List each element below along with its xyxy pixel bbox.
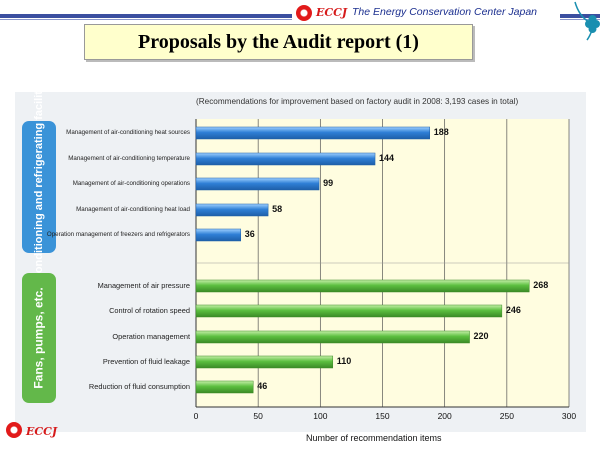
category-label: Prevention of fluid leakage — [102, 357, 190, 366]
bar-value-label: 144 — [379, 153, 395, 163]
bar-value-label: 246 — [505, 305, 521, 315]
header-logo-text: ECCJ — [316, 6, 348, 19]
category-label: Control of rotation speed — [109, 306, 190, 315]
group-label-fans-text: Fans, pumps, etc. — [32, 287, 47, 389]
page-title: Proposals by the Audit report (1) — [138, 31, 419, 53]
header-org-block: ECCJ — [292, 4, 560, 22]
clover-logo-icon — [574, 1, 600, 41]
footer-logo-icon — [6, 422, 22, 438]
x-axis-title: Number of recommendation items — [306, 433, 442, 443]
x-tick-label: 300 — [561, 411, 577, 421]
bar-value-label: 110 — [336, 356, 352, 366]
category-label: Management of air-conditioning heat sour… — [66, 129, 190, 136]
org-name: The Energy Conservation Center Japan — [352, 6, 538, 18]
x-tick-label: 150 — [375, 411, 390, 421]
bar-value-label: 99 — [323, 178, 334, 188]
category-label: Reduction of fluid consumption — [88, 382, 190, 391]
x-tick-label: 50 — [253, 411, 263, 421]
eccj-logo-icon — [296, 5, 312, 21]
x-tick-label: 100 — [313, 411, 328, 421]
chart-subtitle: (Recommendations for improvement based o… — [196, 97, 519, 106]
group-label-fans: Fans, pumps, etc. — [22, 273, 56, 403]
category-label: Management of air-conditioning operation… — [72, 180, 190, 187]
bar-value-label: 188 — [433, 127, 449, 137]
title-box: Proposals by the Audit report (1) — [84, 24, 473, 60]
bar-value-label: 58 — [272, 204, 283, 214]
category-label: Management of air-conditioning heat load — [76, 206, 190, 213]
x-tick-label: 200 — [437, 411, 452, 421]
category-label: Operation management of freezers and ref… — [46, 231, 190, 238]
category-label: Management of air-conditioning temperatu… — [68, 155, 190, 162]
bar-value-label: 36 — [244, 229, 255, 239]
footer-logo-text: ECCJ — [26, 425, 58, 438]
x-tick-label: 0 — [193, 411, 199, 421]
category-label: Operation management — [112, 332, 190, 341]
x-tick-label: 250 — [499, 411, 514, 421]
group-label-aircon-text: Air-conditioning and refrigerating facil… — [33, 75, 45, 299]
bar-value-label: 268 — [533, 280, 549, 290]
bar-value-label: 220 — [473, 331, 489, 341]
category-label: Management of air pressure — [97, 281, 190, 290]
group-label-aircon: Air-conditioning and refrigerating facil… — [22, 76, 56, 298]
bar-value-label: 46 — [257, 381, 268, 391]
